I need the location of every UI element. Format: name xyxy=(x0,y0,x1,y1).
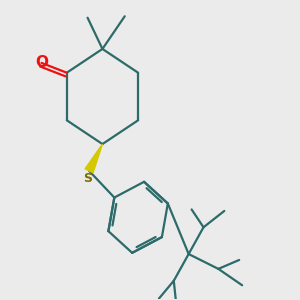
Text: S: S xyxy=(83,172,92,185)
Text: O: O xyxy=(35,56,48,70)
Polygon shape xyxy=(85,144,102,173)
